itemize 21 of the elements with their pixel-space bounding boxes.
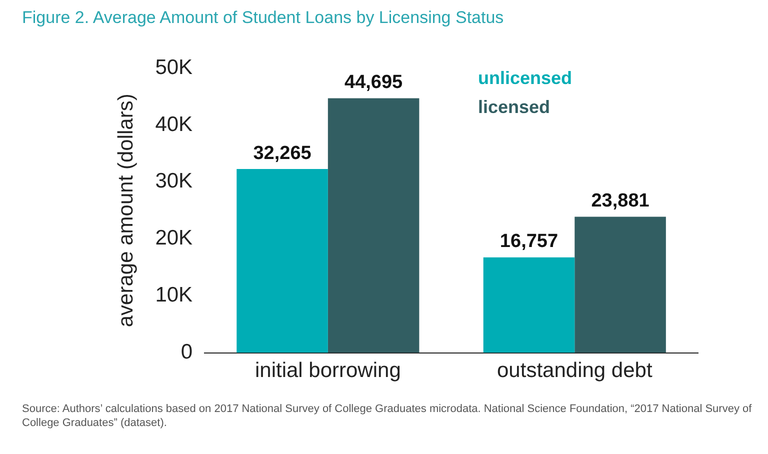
y-tick-label: 50K [155,56,193,79]
bar [574,216,666,353]
bar [483,257,575,353]
bar [328,98,420,353]
y-axis-title: average amount (dollars) [114,94,138,328]
bar [236,169,328,353]
data-label: 16,757 [500,231,558,252]
y-tick-label: 10K [155,284,193,307]
y-tick-label: 30K [155,170,193,193]
source-note: Source: Authors’ calculations based on 2017 National Survey of College Graduates microdata. National Science Foundation, “2017 National Survey of College Graduates” (dataset). [22,402,752,430]
data-label: 44,695 [344,72,404,93]
y-tick-label: 0 [180,340,193,364]
chart-title: Figure 2. Average Amount of Student Loans by Licensing Status [22,8,504,28]
y-tick-label: 40K [155,112,193,136]
y-tick-label: 20K [155,226,193,250]
text: licensed [478,96,552,119]
data-label: 23,881 [591,190,650,212]
data-label: 32,265 [253,142,312,164]
text: unlicensed [478,67,572,90]
x-tick-label: initial borrowing [254,359,401,382]
x-tick-label: outstanding debt [496,359,652,382]
